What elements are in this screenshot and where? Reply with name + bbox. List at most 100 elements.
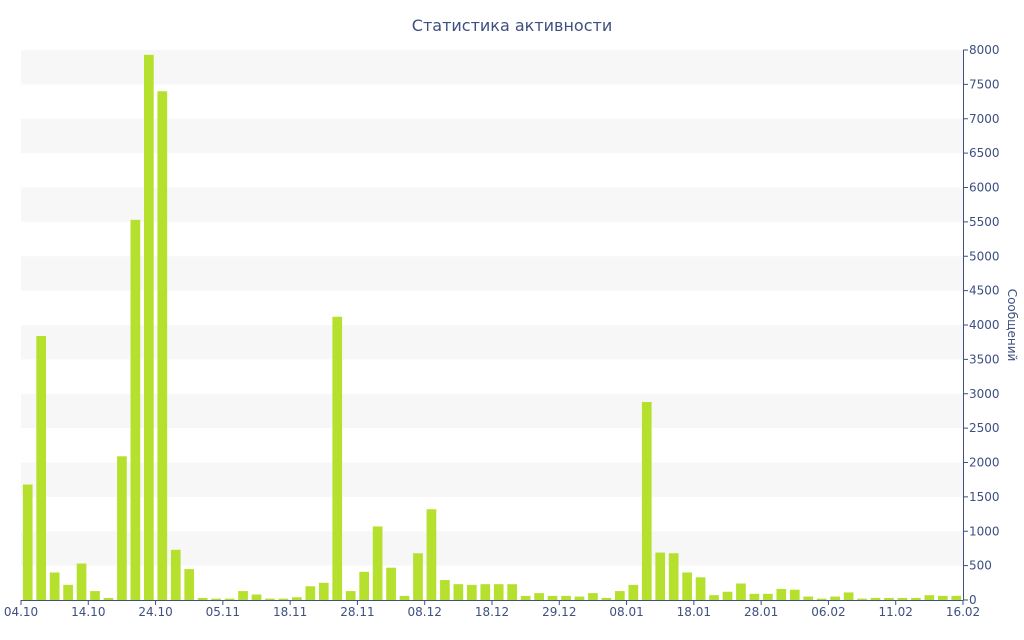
bar[interactable] — [749, 593, 760, 600]
x-tick-label: 06.02 — [811, 605, 845, 619]
bar[interactable] — [574, 596, 585, 600]
bar[interactable] — [520, 595, 531, 601]
y-tick-label: 0 — [969, 593, 977, 607]
y-tick-label: 7500 — [969, 77, 1000, 91]
bar[interactable] — [830, 596, 840, 600]
x-tick-label: 05.11 — [206, 605, 240, 619]
bar[interactable] — [103, 597, 114, 600]
bar[interactable] — [386, 567, 396, 600]
x-tick-label: 04.10 — [4, 605, 38, 619]
bar[interactable] — [90, 591, 100, 600]
bar[interactable] — [251, 594, 262, 601]
bar[interactable] — [453, 584, 464, 600]
y-tick-label: 4500 — [969, 284, 1000, 298]
bar[interactable] — [493, 584, 504, 600]
bar[interactable] — [440, 580, 450, 600]
bar-series — [22, 54, 962, 601]
grid-band — [21, 393, 963, 429]
bar[interactable] — [776, 589, 787, 600]
x-tick-label: 08.01 — [609, 605, 643, 619]
grid-band — [21, 462, 963, 497]
bar[interactable] — [238, 591, 248, 600]
bar[interactable] — [170, 549, 181, 600]
bar[interactable] — [359, 571, 369, 600]
bar[interactable] — [655, 552, 666, 600]
x-tick-label: 24.10 — [138, 605, 172, 619]
bar[interactable] — [534, 593, 544, 601]
bar[interactable] — [224, 598, 235, 601]
bar[interactable] — [413, 553, 423, 600]
y-tick-label: 7000 — [969, 112, 1000, 126]
bar[interactable] — [184, 569, 195, 600]
grid-band — [21, 325, 963, 360]
bar[interactable] — [709, 595, 719, 600]
bar[interactable] — [937, 595, 948, 601]
y-tick-label: 2500 — [969, 421, 1000, 435]
bar[interactable] — [466, 584, 477, 601]
bar[interactable] — [897, 597, 908, 600]
bar[interactable] — [265, 598, 275, 601]
bar[interactable] — [911, 597, 921, 600]
bar[interactable] — [870, 597, 881, 600]
x-tick-label: 28.01 — [744, 605, 778, 619]
bar[interactable] — [547, 595, 558, 601]
bar[interactable] — [628, 584, 639, 601]
bar[interactable] — [641, 402, 652, 600]
bar[interactable] — [144, 54, 154, 601]
bar[interactable] — [22, 484, 33, 601]
grid-bands — [21, 50, 963, 566]
bar[interactable] — [588, 593, 598, 601]
bar[interactable] — [36, 336, 47, 600]
bar[interactable] — [480, 584, 491, 600]
bar[interactable] — [345, 591, 356, 600]
bar[interactable] — [561, 595, 571, 601]
y-tick-label: 4000 — [969, 318, 1000, 332]
bar[interactable] — [763, 593, 773, 600]
bar[interactable] — [722, 591, 733, 600]
bar[interactable] — [682, 572, 692, 601]
y-tick-label: 3000 — [969, 387, 1000, 401]
bar[interactable] — [292, 597, 302, 600]
bar[interactable] — [951, 595, 962, 601]
bar[interactable] — [130, 219, 141, 600]
bar[interactable] — [211, 598, 221, 601]
bar[interactable] — [76, 563, 87, 600]
bar[interactable] — [399, 595, 410, 601]
bar[interactable] — [615, 591, 625, 600]
bar[interactable] — [63, 584, 73, 601]
bar[interactable] — [695, 577, 706, 600]
x-tick-label: 18.12 — [475, 605, 509, 619]
x-tick-label: 18.11 — [273, 605, 307, 619]
bar[interactable] — [924, 595, 935, 600]
bar[interactable] — [197, 597, 208, 600]
y-tick-label: 5500 — [969, 215, 1000, 229]
bar[interactable] — [789, 589, 800, 600]
bar[interactable] — [318, 582, 329, 600]
bar[interactable] — [884, 597, 894, 600]
bar[interactable] — [49, 572, 60, 601]
bar[interactable] — [803, 596, 814, 600]
bar[interactable] — [668, 553, 679, 600]
bar[interactable] — [305, 586, 316, 600]
bar[interactable] — [372, 526, 383, 600]
x-axis-ticks: 04.10 14.10 24.10 05.11 18.11 28.11 08.12 18.12… — [4, 600, 980, 619]
bar[interactable] — [816, 598, 827, 601]
x-tick-label: 11.02 — [879, 605, 913, 619]
y-axis-ticks: 0 500 1000 1500 2000 2500 3000 3500 4000 4500 5000… — [963, 43, 1000, 607]
bar[interactable] — [601, 597, 612, 600]
bar[interactable] — [278, 598, 289, 601]
bar[interactable] — [507, 584, 518, 600]
bar[interactable] — [843, 592, 854, 600]
bar[interactable] — [736, 583, 746, 601]
bar[interactable] — [426, 509, 437, 600]
bar[interactable] — [332, 316, 343, 600]
y-tick-label: 6000 — [969, 181, 1000, 195]
bar[interactable] — [117, 456, 127, 600]
bar[interactable] — [857, 598, 867, 601]
x-tick-label: 16.02 — [946, 605, 980, 619]
grid-band — [21, 50, 963, 85]
bar[interactable] — [157, 91, 168, 600]
y-tick-label: 3500 — [969, 352, 1000, 366]
x-tick-label: 29.12 — [542, 605, 576, 619]
